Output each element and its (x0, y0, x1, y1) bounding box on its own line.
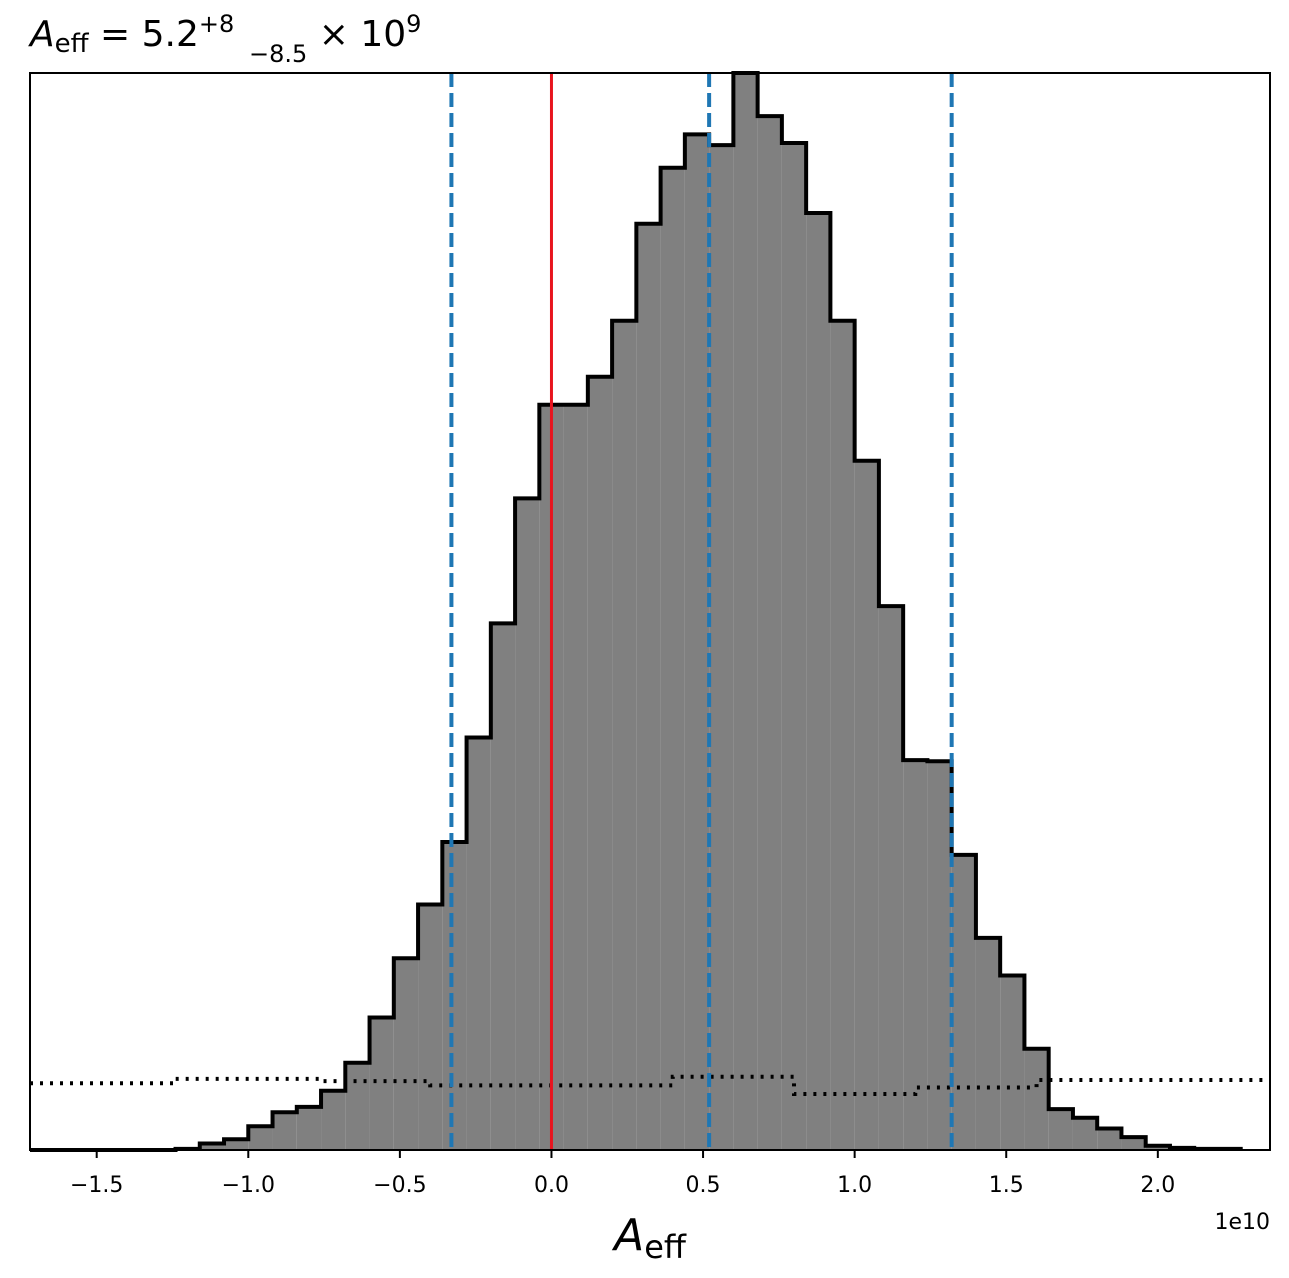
histogram-bar (951, 854, 976, 1150)
x-tick-label: 1.5 (989, 1173, 1024, 1198)
histogram-bar (975, 937, 1001, 1150)
x-axis-title-sub: eff (644, 1228, 687, 1266)
histogram-bar (515, 498, 540, 1150)
histogram-bar (1097, 1128, 1122, 1150)
title-times: × 10 (307, 14, 406, 55)
histogram-bar (1024, 1048, 1049, 1150)
title-exponent: 9 (406, 10, 421, 38)
histogram-bar (393, 958, 419, 1150)
histogram-bar (612, 320, 637, 1151)
histogram-bar (272, 1112, 297, 1150)
histogram-bar (1072, 1117, 1098, 1150)
histogram-bar (684, 134, 710, 1150)
histogram-bar (709, 145, 734, 1150)
prior-line (30, 1074, 1270, 1096)
histogram-bar (660, 167, 685, 1150)
histogram-bar (903, 760, 928, 1150)
title-symbol-sub: eff (55, 29, 90, 59)
prior-step-line (30, 1074, 1270, 1096)
x-axis-title: Aeff (611, 1210, 687, 1266)
chart-title: Aeff = 5.2+8 −8.5 × 109 (28, 10, 421, 68)
x-offset-label: 1e10 (1214, 1210, 1270, 1235)
x-tick-label: −1.5 (70, 1173, 123, 1198)
histogram-bar (878, 606, 904, 1150)
title-symbol: A (28, 14, 55, 55)
histogram-outline (30, 71, 1243, 1152)
histogram-bar (563, 404, 588, 1150)
histogram-bar (490, 623, 516, 1150)
histogram-bar (1145, 1145, 1170, 1150)
histogram-bar (806, 213, 831, 1150)
x-tick-label: 2.0 (1140, 1173, 1175, 1198)
histogram-bar (1121, 1137, 1146, 1150)
plot-frame (29, 72, 1271, 1151)
histogram-bars (30, 71, 1243, 1152)
histogram-bar (854, 460, 879, 1151)
x-tick-label: −1.0 (222, 1173, 275, 1198)
histogram-bar (636, 223, 661, 1150)
x-tick-label: 0.0 (534, 1173, 569, 1198)
histogram-bar (1000, 975, 1025, 1150)
histogram-bar (830, 320, 855, 1151)
histogram-bar (733, 73, 758, 1150)
x-axis: −1.5 −1.0 −0.5 0.0 0.5 1.0 1.5 2.0 (70, 1150, 1175, 1198)
x-tick-label: 1.0 (837, 1173, 872, 1198)
histogram-bar (1048, 1109, 1073, 1150)
histogram-bar (224, 1139, 249, 1150)
histogram-bar (442, 841, 467, 1150)
title-upper-err: +8 (199, 10, 234, 38)
histogram-bar (757, 116, 782, 1151)
histogram-bar (466, 737, 491, 1150)
x-tick-label: 0.5 (686, 1173, 721, 1198)
title-equals: = 5.2 (89, 14, 199, 55)
histogram-bar (248, 1126, 273, 1150)
x-axis-title-symbol: A (611, 1210, 644, 1261)
histogram-bar (199, 1143, 225, 1150)
x-tick-label: −0.5 (373, 1173, 426, 1198)
histogram-bar (587, 376, 613, 1150)
histogram-bar (418, 904, 443, 1150)
histogram-bar (927, 761, 952, 1150)
title-lower-err: −8.5 (249, 40, 307, 68)
histogram-bar (781, 143, 807, 1150)
histogram-bar (369, 1017, 394, 1150)
reference-lines (449, 73, 954, 1150)
histogram-bar (296, 1106, 322, 1150)
histogram-bar (345, 1062, 370, 1150)
histogram-bar (321, 1090, 346, 1150)
